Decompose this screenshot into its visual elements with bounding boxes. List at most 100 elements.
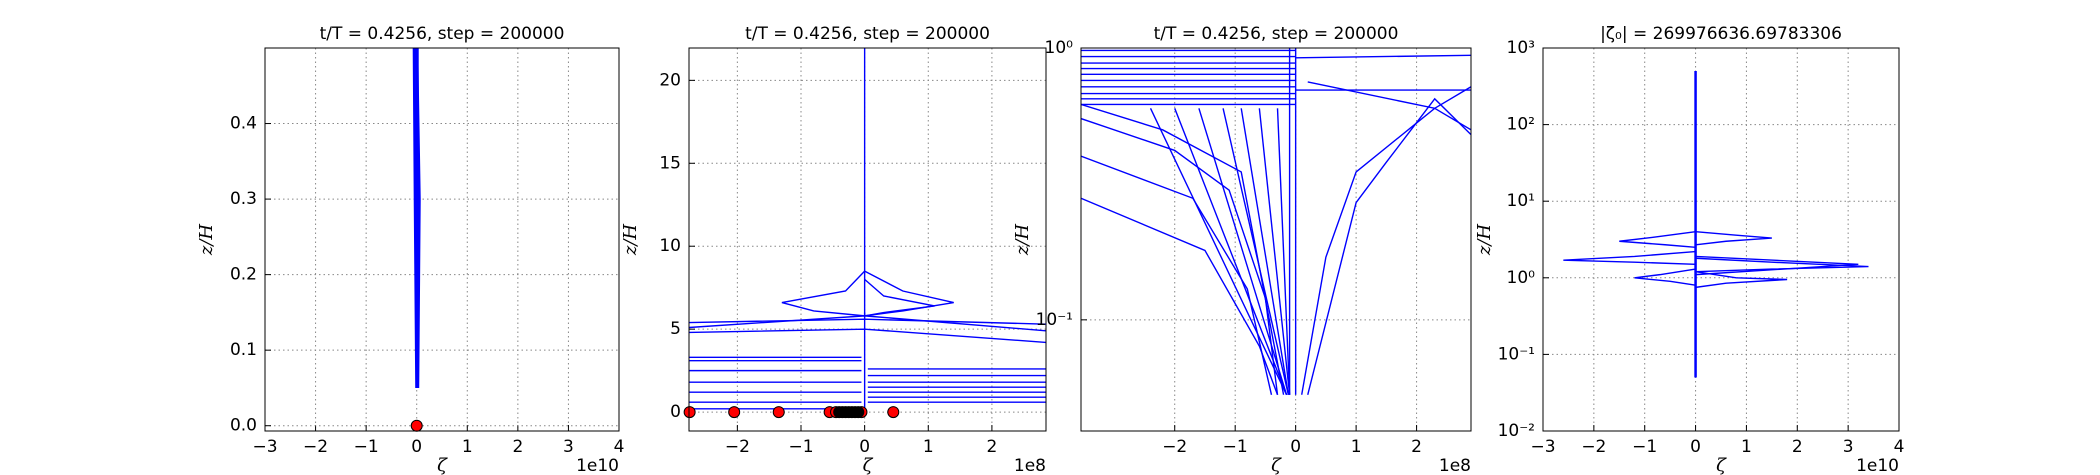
axes: t/T = 0.4256, step = 200000 −2 −1 0 1 2 10⁻¹ 10… <box>1012 24 1472 475</box>
marker <box>887 406 900 419</box>
line <box>1198 108 1288 395</box>
x-axis-label: ζ <box>1271 455 1282 475</box>
y-tick-label: 15 <box>659 153 681 173</box>
x-tick-label: 4 <box>614 437 625 457</box>
x-tick-label: −3 <box>252 437 277 457</box>
y-axis-label: z/H <box>196 224 217 257</box>
line <box>1619 230 1696 249</box>
line <box>1258 108 1291 395</box>
line <box>1149 108 1288 396</box>
line <box>864 278 935 317</box>
line <box>1222 108 1290 395</box>
axes-title: t/T = 0.4256, step = 200000 <box>320 24 565 44</box>
x-tick-label: −1 <box>788 437 813 457</box>
line <box>1174 108 1288 396</box>
line <box>1301 107 1471 395</box>
marker <box>410 419 423 432</box>
x-tick-label: 3 <box>563 437 574 457</box>
x-axis-label: ζ <box>863 455 874 475</box>
x-tick-label: 1 <box>1351 437 1362 457</box>
line <box>1081 155 1273 395</box>
y-tick-label: 10⁻¹ <box>1036 310 1073 330</box>
x-axis-label: ζ <box>437 455 448 475</box>
x-tick-label: −1 <box>1223 437 1248 457</box>
line <box>1695 271 1788 289</box>
x-tick-label: 1 <box>1741 437 1752 457</box>
x-tick-label: 3 <box>1843 437 1854 457</box>
y-tick-label: 10 <box>659 236 681 256</box>
marker <box>852 406 865 419</box>
x-offset-label: 1e10 <box>576 456 619 475</box>
line <box>1307 97 1471 395</box>
line <box>781 270 866 317</box>
y-axis-label: z/H <box>1474 224 1495 257</box>
line <box>1276 108 1291 395</box>
x-axis-label: ζ <box>1716 455 1727 475</box>
x-tick-label: −2 <box>303 437 328 457</box>
y-axis-label: z/H <box>620 224 641 257</box>
x-tick-label: −2 <box>1581 437 1606 457</box>
x-tick-label: −1 <box>1632 437 1657 457</box>
axes-title: |ζ₀| = 269976636.69783306 <box>1600 24 1842 44</box>
line <box>1081 117 1279 395</box>
x-tick-label: −2 <box>725 437 750 457</box>
axes-title: t/T = 0.4256, step = 200000 <box>745 24 990 44</box>
x-tick-label: 0 <box>859 437 870 457</box>
x-offset-label: 1e8 <box>1439 456 1471 475</box>
y-tick-label: 0.0 <box>230 416 257 436</box>
x-tick-label: 2 <box>1792 437 1803 457</box>
marker <box>728 406 741 419</box>
line <box>1695 257 1869 273</box>
line <box>1295 54 1471 59</box>
line <box>1695 230 1772 246</box>
marker <box>772 406 785 419</box>
axes-frame <box>1080 47 1472 432</box>
line <box>1307 81 1471 110</box>
y-tick-label: 10¹ <box>1507 191 1535 211</box>
axes-frame <box>1542 47 1900 432</box>
axes: |ζ₀| = 269976636.69783306 −3 −2 −1 0 1 2 3 4 10⁻²… <box>1474 24 1904 475</box>
axes: t/T = 0.4256, step = 200000 −3 −2 −1 0 1 2 3 4 0.… <box>196 24 624 475</box>
plot-area <box>1081 48 1471 396</box>
line <box>689 328 1046 344</box>
line <box>1634 268 1696 286</box>
axes: t/T = 0.4256, step = 200000−2 −1 0 1 2051015… <box>620 24 1047 475</box>
x-tick-label: −1 <box>354 437 379 457</box>
y-tick-label: 10² <box>1507 115 1535 135</box>
line <box>864 270 954 317</box>
y-tick-label: 0 <box>670 402 681 422</box>
y-axis-label: z/H <box>1012 224 1033 257</box>
x-tick-label: −3 <box>1530 437 1555 457</box>
x-offset-label: 1e8 <box>1014 456 1046 475</box>
x-tick-label: −2 <box>1162 437 1187 457</box>
y-tick-label: 10⁰ <box>1507 268 1536 288</box>
axes-frame <box>688 47 1047 432</box>
x-tick-label: 0 <box>411 437 422 457</box>
plot-area <box>689 48 1046 413</box>
y-tick-label: 0.1 <box>230 340 257 360</box>
axes-title: t/T = 0.4256, step = 200000 <box>1154 24 1399 44</box>
x-tick-label: 1 <box>923 437 934 457</box>
x-tick-label: 0 <box>1690 437 1701 457</box>
line <box>1695 255 1859 276</box>
y-tick-label: 5 <box>670 319 681 339</box>
x-tick-label: 0 <box>1290 437 1301 457</box>
line <box>1081 103 1285 395</box>
y-tick-label: 10⁻¹ <box>1498 344 1535 364</box>
plot-area <box>412 48 421 388</box>
y-tick-label: 10³ <box>1507 38 1535 58</box>
y-tick-label: 0.3 <box>230 189 257 209</box>
x-offset-label: 1e10 <box>1856 456 1899 475</box>
y-tick-label: 0.2 <box>230 265 257 285</box>
x-tick-label: 2 <box>986 437 997 457</box>
line <box>1563 250 1696 266</box>
x-tick-label: 2 <box>1411 437 1422 457</box>
line <box>1081 197 1279 396</box>
x-tick-label: 2 <box>512 437 523 457</box>
line <box>1240 108 1290 395</box>
y-tick-label: 10⁻² <box>1498 421 1535 441</box>
marker <box>683 406 696 419</box>
y-tick-label: 10⁰ <box>1045 38 1074 58</box>
y-tick-label: 20 <box>659 70 681 90</box>
